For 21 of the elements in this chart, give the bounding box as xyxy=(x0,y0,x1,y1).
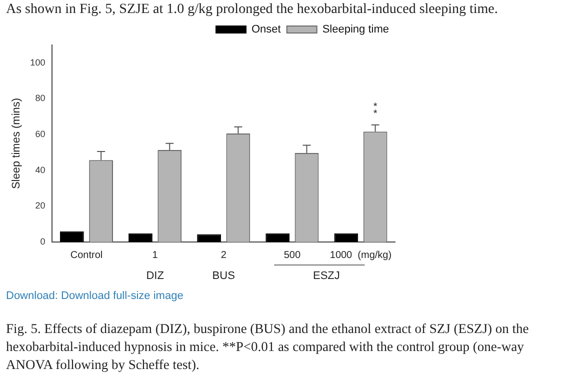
chart-title: As shown in Fig. 5, SZJE at 1.0 g/kg prolonged the hexobarbital-induced sleeping time. xyxy=(6,2,498,18)
legend-label: Sleeping time xyxy=(322,24,390,36)
x-tick-label: 1000 (mg/kg) xyxy=(330,250,392,261)
y-tick-label: 80 xyxy=(35,93,46,104)
y-tick-label: 20 xyxy=(35,200,46,211)
text: ESZJ xyxy=(312,270,340,282)
y-tick-label: 0 xyxy=(40,236,46,246)
x-tick-label: Control xyxy=(70,250,103,261)
legend-label: Onset xyxy=(252,24,281,36)
caption: Fig. 5. Effects of diazepam (DIZ), buspirone (BUS) and the ethanol extract of SZJ (ESZJ) on the hexobarbital-induced hypnosis in mice. **P<0.01 as compared with the control group (one-way ANOVA following by Scheffe test). xyxy=(6,320,530,374)
y-axis-title: Sleep times (mins) xyxy=(10,98,23,190)
x-tick-label: 500 xyxy=(284,250,301,261)
y-tick-label: 100 xyxy=(30,57,46,68)
text: DIZ xyxy=(146,270,164,282)
y-tick-label: 40 xyxy=(35,164,46,175)
annotation: ** xyxy=(373,102,378,120)
text: Download: Download full-size image xyxy=(6,290,184,302)
x-tick-label: 1 xyxy=(152,250,158,261)
x-tick-label: 2 xyxy=(220,250,227,261)
text: BUS xyxy=(212,270,235,282)
y-tick-label: 60 xyxy=(35,129,46,140)
